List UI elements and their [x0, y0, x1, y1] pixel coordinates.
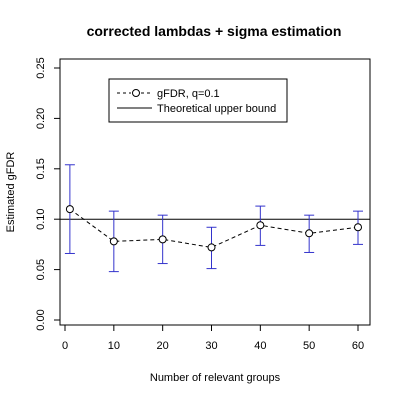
- data-point: [256, 221, 265, 230]
- y-axis-label: Estimated gFDR: [5, 152, 17, 233]
- y-tick-label: 0.05: [35, 259, 47, 280]
- legend-series-label: gFDR, q=0.1: [157, 88, 220, 100]
- series-points: [65, 205, 362, 252]
- data-point: [305, 229, 314, 238]
- data-point: [65, 205, 74, 214]
- data-point: [207, 243, 216, 252]
- x-tick-label: 60: [352, 340, 364, 352]
- x-tick-label: 20: [157, 340, 169, 352]
- x-tick-label: 0: [62, 340, 68, 352]
- data-point: [354, 223, 362, 232]
- y-tick-label: 0.10: [35, 208, 47, 229]
- error-bars: [64, 164, 363, 273]
- x-axis-label: Number of relevant groups: [150, 372, 281, 384]
- legend: gFDR, q=0.1 Theoretical upper bound: [108, 78, 288, 123]
- legend-reference-label: Theoretical upper bound: [157, 103, 276, 115]
- legend-box: [108, 78, 288, 123]
- x-axis: 0 10 20 30 40 50 60: [62, 324, 364, 352]
- y-tick-label: 0.00: [35, 309, 47, 330]
- y-axis: 0.00 0.05 0.10 0.15 0.20 0.25: [35, 57, 61, 331]
- x-tick-label: 50: [303, 340, 315, 352]
- x-tick-label: 10: [108, 340, 120, 352]
- y-tick-label: 0.20: [35, 108, 47, 129]
- legend-series-swatch-marker: [132, 89, 140, 97]
- y-tick-label: 0.25: [35, 57, 47, 78]
- chart-title: corrected lambdas + sigma estimation: [87, 23, 342, 39]
- x-tick-label: 30: [205, 340, 217, 352]
- data-point: [109, 237, 118, 246]
- data-point: [158, 235, 167, 244]
- y-tick-label: 0.15: [35, 158, 47, 179]
- x-tick-label: 40: [254, 340, 266, 352]
